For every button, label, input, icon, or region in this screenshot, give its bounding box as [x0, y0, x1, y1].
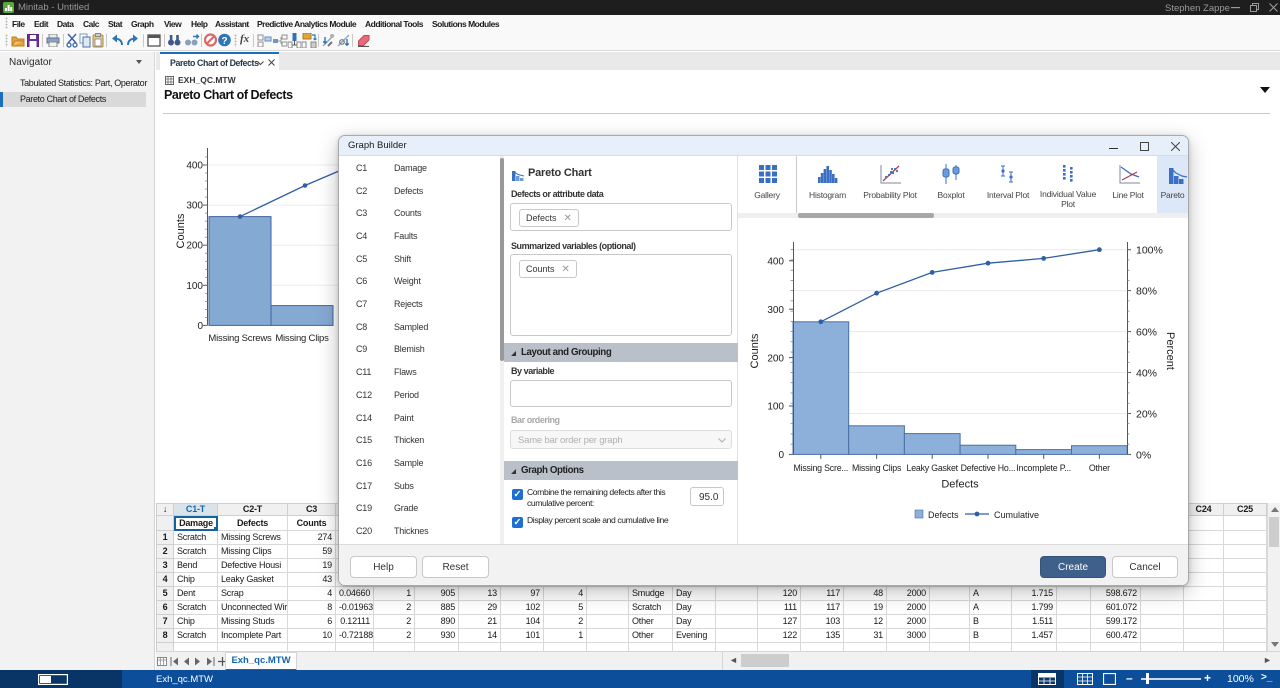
svg-text:Counts: Counts: [749, 333, 761, 368]
svg-text:300: 300: [186, 201, 203, 212]
svg-text:Defects: Defects: [928, 510, 959, 520]
svg-text:200: 200: [767, 353, 784, 364]
svg-text:0: 0: [197, 321, 203, 332]
svg-text:Incomplete P...: Incomplete P...: [1016, 463, 1071, 473]
svg-text:400: 400: [767, 257, 784, 268]
svg-text:Defects: Defects: [941, 479, 979, 491]
svg-text:100: 100: [186, 281, 203, 292]
svg-text:Other: Other: [1089, 463, 1110, 473]
svg-text:Missing Clips: Missing Clips: [275, 333, 329, 344]
svg-text:40%: 40%: [1136, 367, 1157, 379]
svg-text:20%: 20%: [1136, 408, 1157, 420]
svg-text:Missing Screws: Missing Screws: [208, 333, 272, 344]
svg-text:Missing Scre...: Missing Scre...: [793, 463, 848, 473]
svg-text:?: ?: [221, 36, 227, 47]
svg-text:300: 300: [767, 305, 784, 316]
svg-text:0: 0: [778, 450, 784, 461]
svg-text:Counts: Counts: [175, 213, 187, 248]
svg-text:200: 200: [186, 241, 203, 252]
svg-text:400: 400: [186, 161, 203, 172]
svg-text:Leaky Gasket: Leaky Gasket: [907, 463, 959, 473]
svg-text:Percent: Percent: [1164, 332, 1176, 370]
svg-text:0%: 0%: [1136, 449, 1151, 461]
svg-text:100: 100: [767, 402, 784, 413]
svg-text:Missing Clips: Missing Clips: [852, 463, 902, 473]
svg-text:60%: 60%: [1136, 327, 1157, 339]
svg-text:Defective Ho...: Defective Ho...: [961, 463, 1016, 473]
svg-text:80%: 80%: [1136, 286, 1157, 298]
svg-text:Cumulative: Cumulative: [994, 510, 1039, 520]
svg-text:100%: 100%: [1136, 245, 1163, 257]
